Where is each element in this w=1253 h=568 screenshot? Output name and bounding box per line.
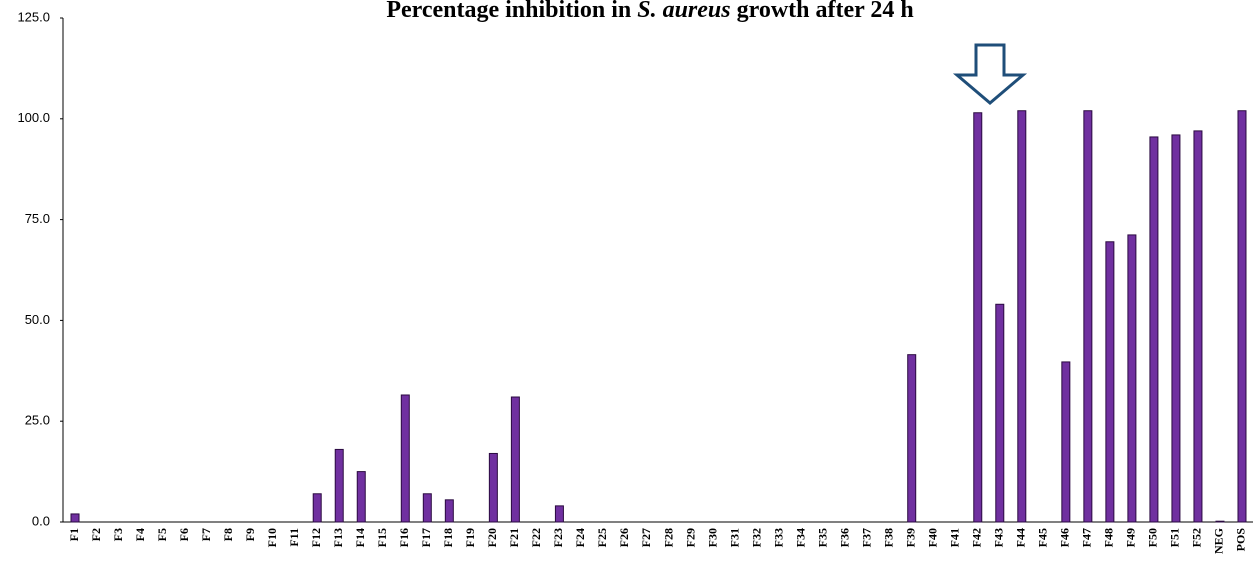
x-tick-label: F49 xyxy=(1124,528,1138,547)
bar xyxy=(1237,110,1247,523)
x-tick-label: F30 xyxy=(705,528,719,547)
bar xyxy=(1083,110,1093,523)
x-tick-label: F34 xyxy=(793,528,807,547)
x-tick-label: F22 xyxy=(529,528,543,547)
x-tick-label: F47 xyxy=(1080,528,1094,547)
x-tick-label: F6 xyxy=(177,528,191,541)
x-tick-label: F9 xyxy=(243,528,257,541)
bar xyxy=(995,303,1005,523)
y-tick-label: 25.0 xyxy=(25,413,50,428)
x-tick-label: F52 xyxy=(1190,528,1204,547)
x-tick-label: F25 xyxy=(595,528,609,547)
x-tick-label: F19 xyxy=(463,528,477,547)
bar xyxy=(973,112,983,523)
bar xyxy=(1105,241,1115,523)
bar xyxy=(1127,234,1137,523)
bar xyxy=(1193,130,1203,523)
x-tick-label: F18 xyxy=(441,528,455,547)
x-tick-label: POS xyxy=(1234,528,1248,552)
bar xyxy=(1215,520,1225,523)
x-tick-label: F26 xyxy=(617,528,631,547)
x-tick-label: F10 xyxy=(265,528,279,547)
x-tick-label: F43 xyxy=(992,528,1006,547)
x-tick-label: F44 xyxy=(1014,528,1028,547)
x-tick-label: F8 xyxy=(221,528,235,541)
title-part: Percentage inhibition in xyxy=(386,0,637,23)
x-tick-label: F38 xyxy=(881,528,895,547)
x-tick-label: F2 xyxy=(89,528,103,541)
x-tick-label: F41 xyxy=(948,528,962,547)
x-tick-label: F40 xyxy=(925,528,939,547)
x-tick-label: F51 xyxy=(1168,528,1182,547)
bar xyxy=(1017,110,1027,523)
bar xyxy=(1061,361,1071,523)
bar xyxy=(356,471,366,523)
x-tick-label: F37 xyxy=(859,528,873,547)
x-tick-label: F35 xyxy=(815,528,829,547)
y-tick-label: 0.0 xyxy=(32,513,50,528)
x-tick-label: F17 xyxy=(419,528,433,547)
bar xyxy=(422,493,432,523)
bar xyxy=(510,396,520,523)
title-part: growth after 24 h xyxy=(731,0,914,23)
x-tick-label: F33 xyxy=(771,528,785,547)
x-tick-label: F36 xyxy=(837,528,851,547)
x-tick-label: F24 xyxy=(573,528,587,547)
x-tick-label: F13 xyxy=(331,528,345,547)
bar xyxy=(70,513,80,523)
bar xyxy=(334,448,344,523)
x-tick-label: F7 xyxy=(199,528,213,541)
x-tick-label: F42 xyxy=(970,528,984,547)
x-tick-label: F12 xyxy=(309,528,323,547)
y-tick-label: 100.0 xyxy=(17,110,50,125)
x-tick-label: F32 xyxy=(749,528,763,547)
bar xyxy=(1149,136,1159,523)
x-tick-label: F5 xyxy=(155,528,169,541)
bar xyxy=(444,499,454,523)
bar xyxy=(1171,134,1181,523)
x-tick-label: F29 xyxy=(683,528,697,547)
x-tick-label: F16 xyxy=(397,528,411,547)
y-tick-label: 75.0 xyxy=(25,211,50,226)
x-tick-label: F23 xyxy=(551,528,565,547)
x-tick-label: F15 xyxy=(375,528,389,547)
bar xyxy=(312,493,322,523)
x-tick-label: F3 xyxy=(111,528,125,541)
x-tick-label: F27 xyxy=(639,528,653,547)
bar xyxy=(488,452,498,523)
x-tick-label: F39 xyxy=(903,528,917,547)
bar xyxy=(554,505,564,523)
title-part: S. aureus xyxy=(637,0,730,23)
x-tick-label: F46 xyxy=(1058,528,1072,547)
x-tick-label: F11 xyxy=(287,528,301,547)
x-tick-label: F45 xyxy=(1036,528,1050,547)
x-tick-label: F14 xyxy=(353,528,367,547)
x-tick-label: F21 xyxy=(507,528,521,547)
x-tick-label: F50 xyxy=(1146,528,1160,547)
x-tick-label: F4 xyxy=(133,528,147,541)
y-tick-label: 50.0 xyxy=(25,312,50,327)
y-tick-label: 125.0 xyxy=(17,9,50,24)
bar xyxy=(907,354,917,523)
arrow-annotation xyxy=(952,43,1028,105)
x-tick-label: F48 xyxy=(1102,528,1116,547)
x-tick-label: F1 xyxy=(67,528,81,541)
x-tick-label: NEG xyxy=(1212,528,1226,554)
x-tick-label: F28 xyxy=(661,528,675,547)
bar xyxy=(400,394,410,523)
x-tick-label: F20 xyxy=(485,528,499,547)
chart-title: Percentage inhibition in S. aureus growt… xyxy=(386,0,913,23)
x-tick-label: F31 xyxy=(727,528,741,547)
